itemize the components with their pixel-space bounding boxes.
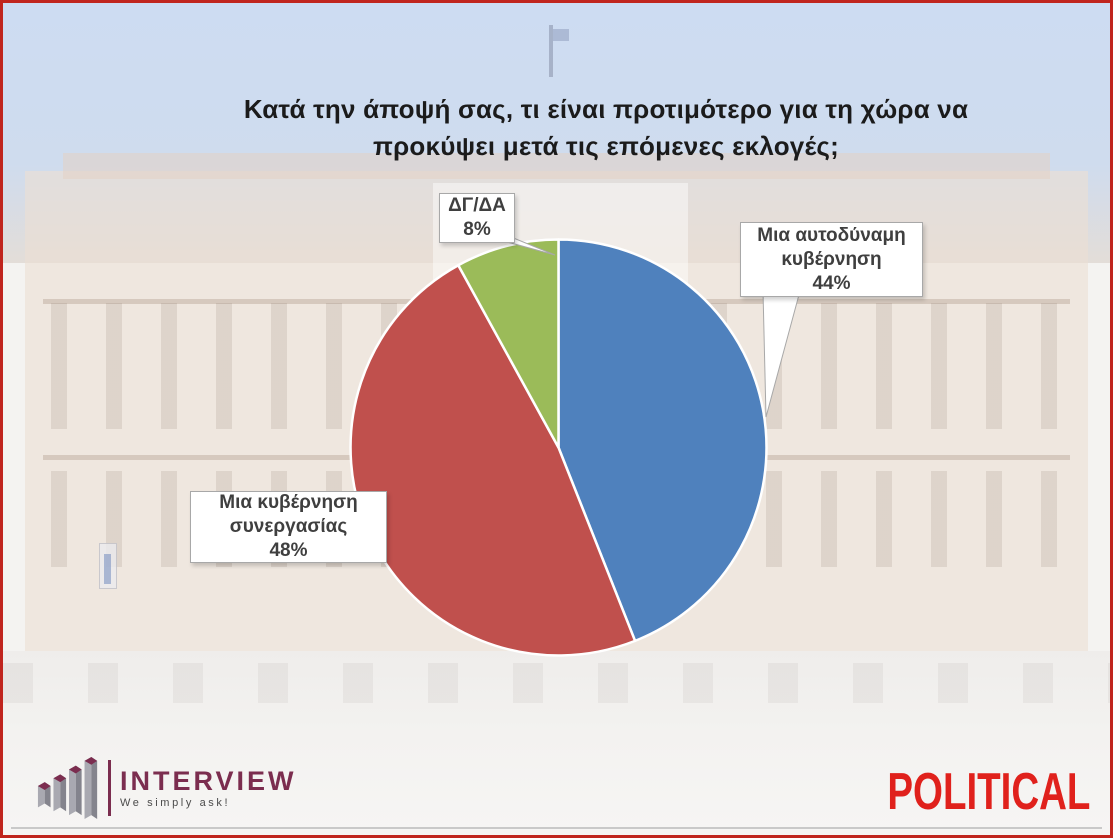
interview-logo: INTERVIEW We simply ask! — [36, 755, 297, 821]
callout-tail-autodynami — [762, 290, 801, 418]
pie-slice-0 — [557, 238, 768, 643]
interview-bars-icon — [37, 756, 98, 820]
question-title-line1: Κατά την άποψή σας, τι είναι προτιμότερο… — [243, 94, 969, 124]
parliament-roofline — [63, 153, 1050, 179]
callout-autodynami-line2: κυβέρνηση — [781, 248, 882, 270]
photo-bottom-edge — [11, 827, 1102, 829]
callout-autodynami: Μια αυτοδύναμη κυβέρνηση 44% — [740, 222, 923, 297]
pie-slice-2 — [457, 238, 560, 449]
interview-logo-divider — [108, 760, 111, 816]
callout-dgda-value: 8% — [463, 219, 491, 240]
political-logo: POLITICAL — [886, 763, 1090, 821]
callout-synergasias: Μια κυβέρνηση συνεργασίας 48% — [190, 491, 387, 563]
callout-autodynami-value: 44% — [812, 272, 851, 294]
callout-dgda-label: ΔΓ/ΔΑ — [448, 195, 506, 216]
background-foreground — [3, 651, 1110, 835]
pie-slices — [349, 238, 768, 657]
callout-synergasias-line2: συνεργασίας — [229, 516, 348, 537]
pie-chart — [349, 236, 801, 657]
callout-dgda: ΔΓ/ΔΑ 8% — [439, 193, 515, 243]
flagpole — [549, 25, 569, 77]
interview-logo-tagline: We simply ask! — [120, 796, 231, 809]
interview-logo-name: INTERVIEW — [120, 765, 297, 796]
question-title-line2: προκύψει μετά τις επόμενες εκλογές; — [373, 131, 839, 161]
question-title: Κατά την άποψή σας, τι είναι προτιμότερο… — [228, 91, 984, 165]
callout-autodynami-line1: Μια αυτοδύναμη — [757, 224, 906, 246]
callout-synergasias-line1: Μια κυβέρνηση — [219, 492, 358, 513]
guard-booth — [99, 543, 117, 589]
foreground-crowd-smudge — [3, 663, 1110, 703]
callout-synergasias-value: 48% — [269, 540, 308, 561]
interview-logo-text: INTERVIEW We simply ask! — [120, 765, 297, 809]
